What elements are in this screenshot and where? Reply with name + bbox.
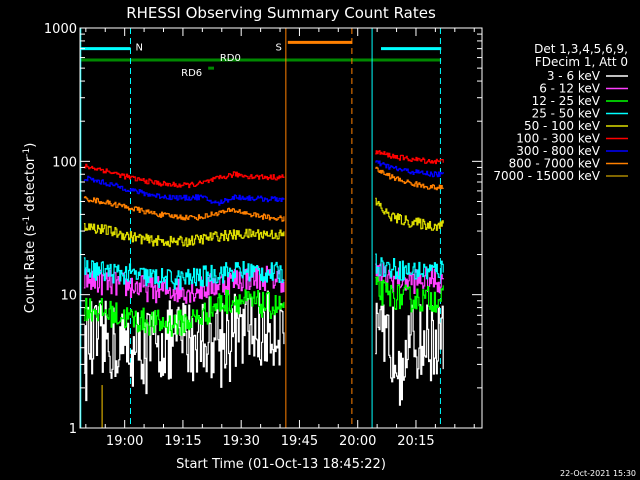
legend-label-0: 3 - 6 keV	[547, 69, 601, 83]
series-3-seg1	[83, 257, 285, 290]
series-6-seg2	[375, 160, 444, 178]
y-tick-label-0: 1	[69, 422, 77, 437]
orbit-markers	[80, 28, 441, 428]
legend: Det 1,3,4,5,6,9, FDecim 1, Att 0 3 - 6 k…	[493, 42, 628, 183]
x-axis-label: Start Time (01-Oct-13 18:45:22)	[176, 457, 386, 472]
plot-frame	[79, 27, 483, 429]
x-tick-label-0: 19:00	[106, 434, 143, 449]
y-tick-label-2: 100	[52, 155, 77, 170]
x-tick-label-1: 19:15	[164, 434, 201, 449]
series-4-seg1	[83, 223, 285, 248]
y-tick-label-1: 10	[60, 289, 77, 304]
series-4-seg2	[375, 197, 444, 231]
legend-label-4: 50 - 100 keV	[524, 119, 601, 133]
legend-label-5: 100 - 300 keV	[516, 132, 600, 146]
legend-label-3: 25 - 50 keV	[532, 107, 601, 121]
state-bar-label-0: N	[135, 43, 142, 54]
legend-header-2: FDecim 1, Att 0	[535, 55, 628, 69]
x-tick-label-4: 20:00	[339, 434, 376, 449]
state-bar-label-3: RD0	[220, 53, 241, 64]
timestamp: 22-Oct-2021 15:30	[560, 469, 636, 478]
series-2-seg2	[375, 276, 444, 313]
legend-label-7: 800 - 7000 keV	[509, 157, 601, 171]
legend-label-1: 6 - 12 keV	[539, 82, 601, 96]
state-bar-label-4: RD6	[181, 68, 202, 79]
series-2-seg1	[83, 289, 285, 337]
x-tick-label-3: 19:45	[281, 434, 318, 449]
legend-label-8: 7000 - 15000 keV	[493, 169, 600, 183]
chart-title: RHESSI Observing Summary Count Rates	[126, 4, 436, 22]
series-5-seg1	[83, 163, 285, 189]
legend-label-2: 12 - 25 keV	[532, 94, 601, 108]
series-7-seg1	[83, 196, 285, 222]
series-6-seg1	[83, 175, 285, 206]
series-lines	[83, 150, 444, 428]
series-0-seg1	[83, 290, 285, 402]
series-5-seg2	[375, 150, 444, 165]
axes: 19:00 19:15 19:30 19:45 20:00 20:15 1 10 100 1000	[44, 22, 482, 449]
x-tick-label-5: 20:15	[397, 434, 434, 449]
series-0-seg2	[375, 302, 444, 406]
y-axis-label: Count Rate (s-1 detector-1)	[22, 143, 38, 314]
series-3-seg2	[375, 253, 444, 281]
series-7-seg2	[375, 166, 444, 191]
instrument-state-bars: N S RD0 RD6	[80, 40, 442, 79]
legend-label-6: 300 - 800 keV	[516, 144, 600, 158]
state-bar-label-2: S	[275, 42, 281, 53]
y-tick-label-3: 1000	[44, 22, 77, 37]
x-tick-label-2: 19:30	[222, 434, 259, 449]
legend-header-1: Det 1,3,4,5,6,9,	[534, 42, 628, 56]
